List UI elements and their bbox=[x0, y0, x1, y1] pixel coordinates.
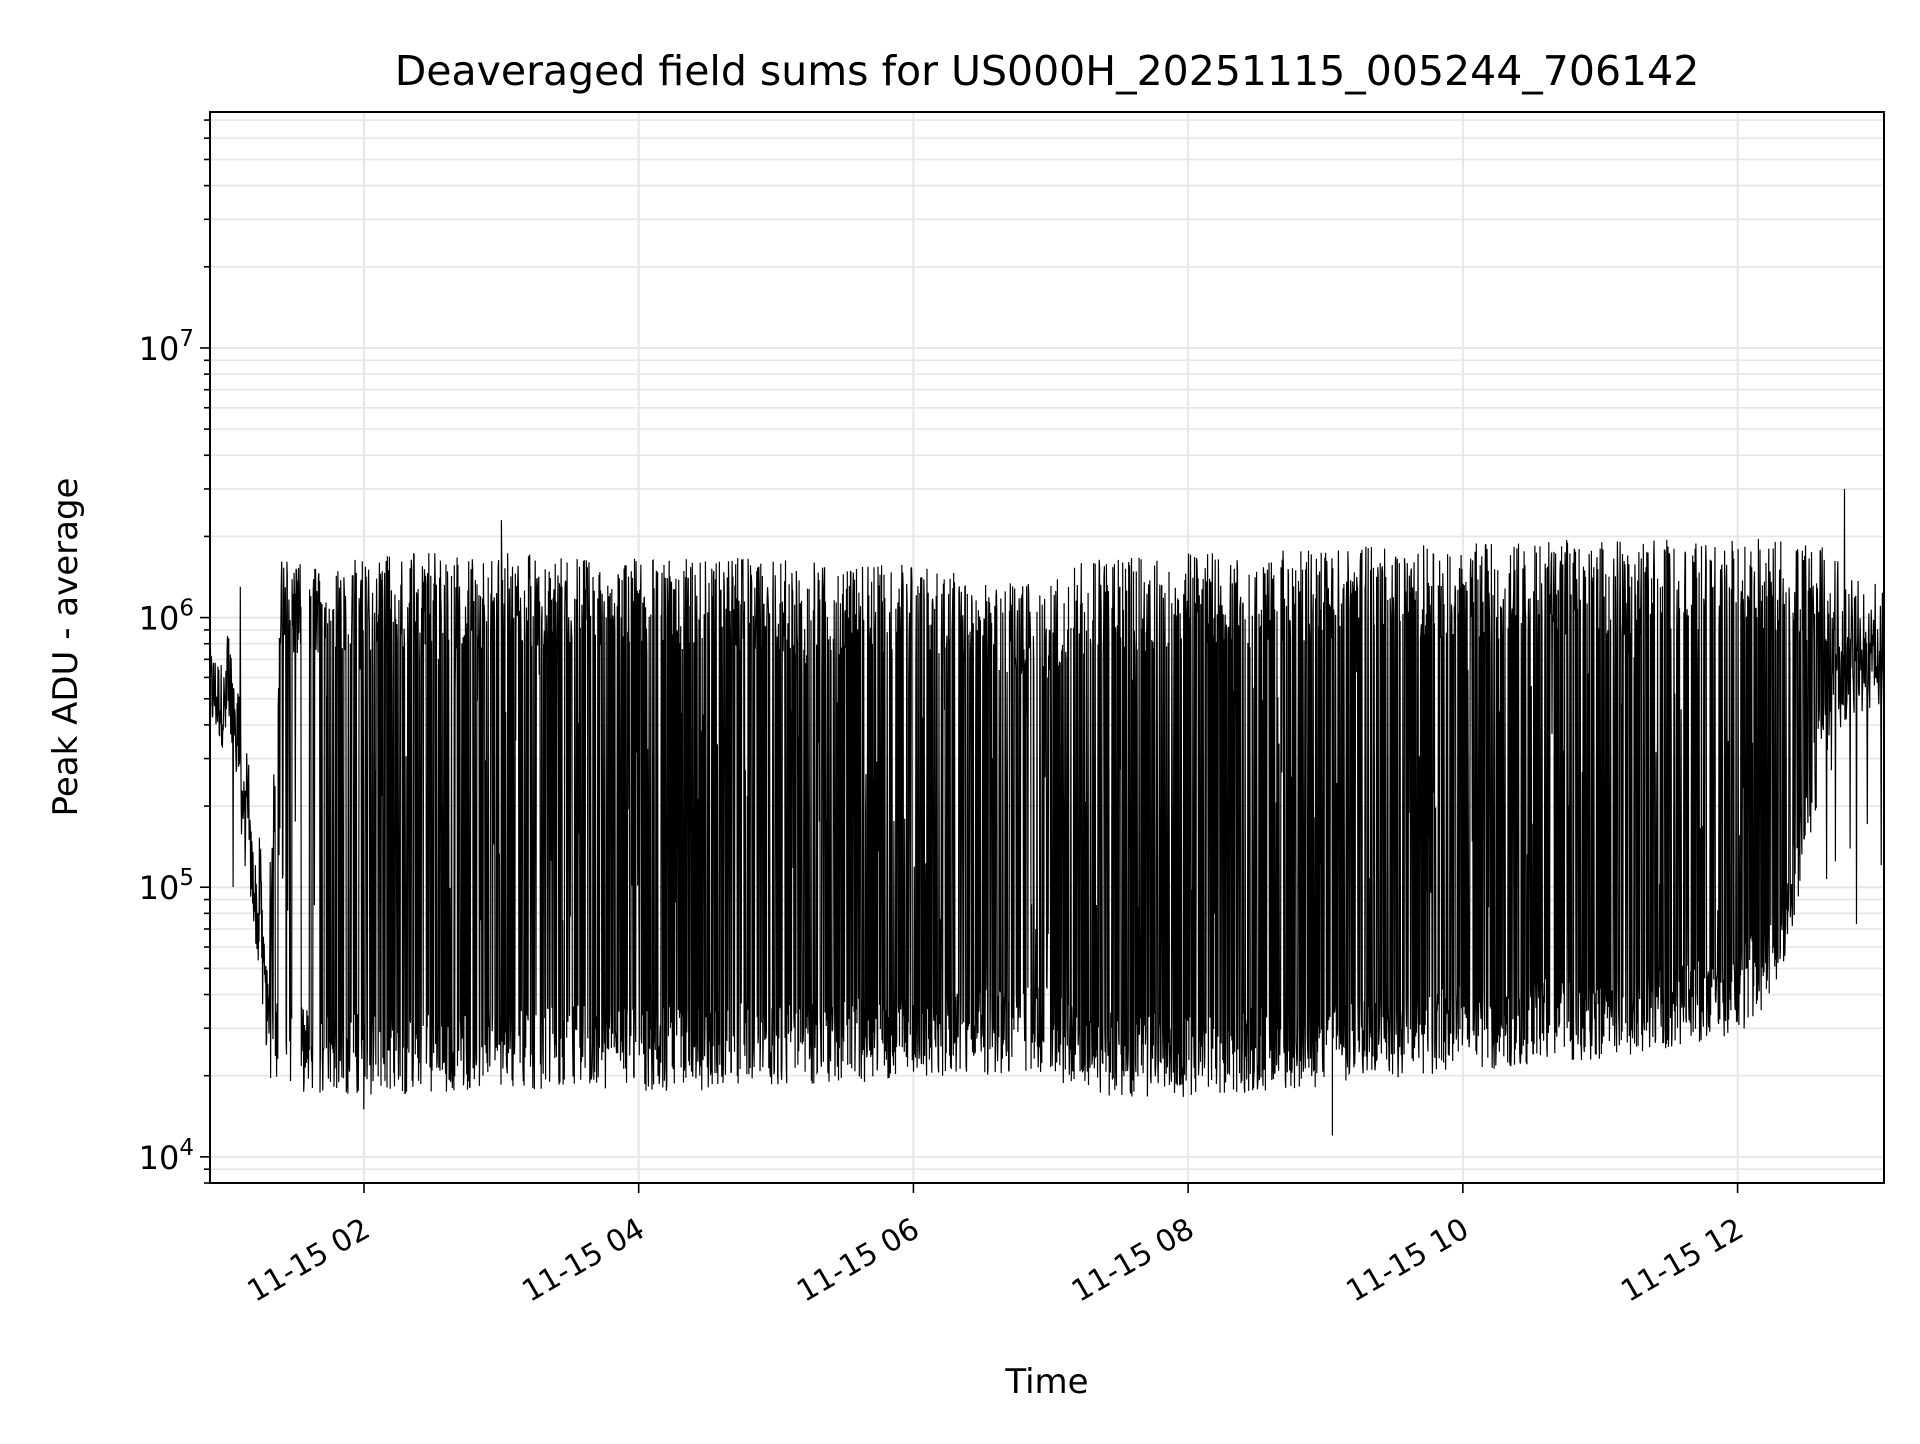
chart-title: Deaveraged field sums for US000H_2025111… bbox=[395, 47, 1700, 95]
x-tick-label: 11-15 02 bbox=[242, 1212, 376, 1310]
x-axis: 11-15 02 11-15 04 11-15 06 11-15 08 11-15 10… bbox=[242, 1183, 1750, 1309]
x-axis-label: Time bbox=[1004, 1362, 1088, 1402]
x-tick-label: 11-15 12 bbox=[1615, 1212, 1749, 1310]
y-tick-label: 107 bbox=[139, 326, 194, 368]
y-tick-label: 106 bbox=[139, 596, 194, 638]
y-tick-label: 104 bbox=[139, 1135, 194, 1177]
x-tick-label: 11-15 04 bbox=[516, 1212, 650, 1310]
y-axis-label: Peak ADU - average bbox=[46, 478, 86, 817]
plot-frame bbox=[209, 111, 1885, 1184]
x-tick-label: 11-15 06 bbox=[791, 1212, 925, 1310]
x-tick-label: 11-15 10 bbox=[1341, 1212, 1475, 1310]
y-axis: 104 105 106 107 bbox=[139, 119, 210, 1184]
x-tick-label: 11-15 08 bbox=[1066, 1212, 1200, 1310]
y-tick-label: 105 bbox=[139, 865, 194, 907]
series-line bbox=[210, 488, 1884, 1136]
